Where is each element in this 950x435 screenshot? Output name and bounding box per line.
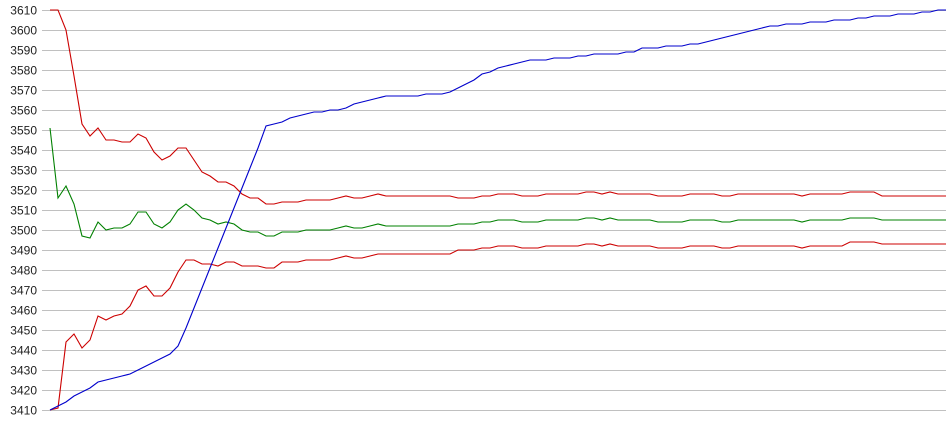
y-tick-label: 3510 xyxy=(10,204,37,218)
y-tick-label: 3450 xyxy=(10,324,37,338)
y-tick-label: 3570 xyxy=(10,84,37,98)
y-tick-label: 3470 xyxy=(10,284,37,298)
y-tick-label: 3480 xyxy=(10,264,37,278)
y-tick-label: 3530 xyxy=(10,164,37,178)
y-tick-label: 3410 xyxy=(10,404,37,418)
y-tick-label: 3610 xyxy=(10,4,37,18)
y-axis-labels: 3410 3420 3430 3440 3450 3460 3470 3480 3490 3500… xyxy=(10,4,37,418)
y-tick-label: 3520 xyxy=(10,184,37,198)
series-line-3 xyxy=(49,9,946,411)
series-line-1 xyxy=(49,127,946,239)
y-tick-label: 3500 xyxy=(10,224,37,238)
series-line-0 xyxy=(50,9,946,205)
y-tick-label: 3540 xyxy=(10,144,37,158)
y-tick-label: 3580 xyxy=(10,64,37,78)
y-tick-label: 3420 xyxy=(10,384,37,398)
y-tick-label: 3590 xyxy=(10,44,37,58)
y-tick-label: 3430 xyxy=(10,364,37,378)
y-tick-label: 3560 xyxy=(10,104,37,118)
series-line-2 xyxy=(49,241,946,411)
y-tick-label: 3550 xyxy=(10,124,37,138)
y-tick-label: 3490 xyxy=(10,244,37,258)
y-tick-label: 3600 xyxy=(10,24,37,38)
y-tick-label: 3460 xyxy=(10,304,37,318)
y-tick-label: 3440 xyxy=(10,344,37,358)
series-lines xyxy=(49,9,946,411)
